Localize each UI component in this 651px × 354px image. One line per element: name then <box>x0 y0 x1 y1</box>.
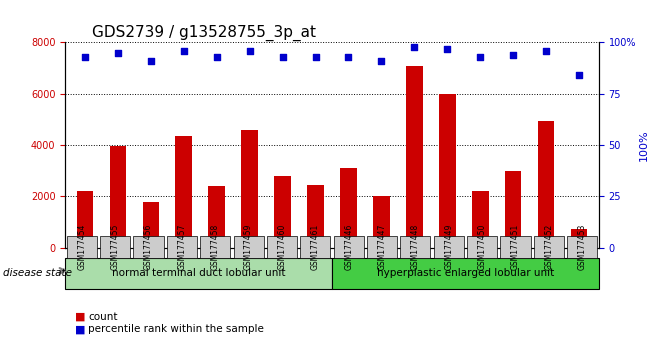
Point <box>277 54 288 60</box>
Bar <box>340 168 357 248</box>
FancyBboxPatch shape <box>300 236 330 258</box>
Text: GDS2739 / g13528755_3p_at: GDS2739 / g13528755_3p_at <box>92 25 316 41</box>
FancyBboxPatch shape <box>367 236 397 258</box>
Text: GSM177450: GSM177450 <box>478 224 487 270</box>
Point <box>409 44 420 50</box>
Bar <box>143 202 159 248</box>
Point <box>146 58 156 64</box>
Point <box>574 73 585 78</box>
Bar <box>77 191 93 248</box>
Point <box>541 48 551 53</box>
Text: GSM177456: GSM177456 <box>144 224 153 270</box>
Text: GSM177453: GSM177453 <box>577 224 587 270</box>
Point <box>442 46 452 51</box>
Bar <box>109 147 126 248</box>
FancyBboxPatch shape <box>267 236 297 258</box>
Y-axis label: 100%: 100% <box>639 129 649 161</box>
Text: ■: ■ <box>75 324 85 334</box>
Text: GSM177459: GSM177459 <box>244 224 253 270</box>
Point <box>475 54 486 60</box>
Bar <box>472 191 488 248</box>
FancyBboxPatch shape <box>234 236 264 258</box>
FancyBboxPatch shape <box>133 236 163 258</box>
FancyBboxPatch shape <box>400 236 430 258</box>
FancyBboxPatch shape <box>334 236 364 258</box>
FancyBboxPatch shape <box>467 236 497 258</box>
FancyBboxPatch shape <box>567 236 597 258</box>
Bar <box>373 196 390 248</box>
Bar <box>176 136 192 248</box>
Bar <box>274 176 291 248</box>
FancyBboxPatch shape <box>65 258 332 289</box>
Point <box>212 54 222 60</box>
Text: hyperplastic enlarged lobular unit: hyperplastic enlarged lobular unit <box>377 268 554 279</box>
Bar <box>538 121 555 248</box>
Point <box>178 48 189 53</box>
Text: GSM177461: GSM177461 <box>311 224 320 270</box>
Text: ■: ■ <box>75 312 85 322</box>
Text: normal terminal duct lobular unit: normal terminal duct lobular unit <box>112 268 285 279</box>
FancyBboxPatch shape <box>100 236 130 258</box>
FancyBboxPatch shape <box>534 236 564 258</box>
Text: GSM177446: GSM177446 <box>344 224 353 270</box>
Text: GSM177449: GSM177449 <box>444 224 453 270</box>
Bar <box>406 65 422 248</box>
Text: GSM177447: GSM177447 <box>378 224 387 270</box>
Text: count: count <box>88 312 117 322</box>
FancyBboxPatch shape <box>434 236 464 258</box>
Text: GSM177455: GSM177455 <box>111 224 120 270</box>
Point <box>244 48 255 53</box>
Bar <box>571 229 587 248</box>
Bar <box>505 171 521 248</box>
Text: GSM177452: GSM177452 <box>544 224 553 270</box>
Text: GSM177451: GSM177451 <box>511 224 520 270</box>
FancyBboxPatch shape <box>201 236 230 258</box>
Text: GSM177457: GSM177457 <box>177 224 186 270</box>
Bar <box>439 94 456 248</box>
FancyBboxPatch shape <box>167 236 197 258</box>
Text: GSM177458: GSM177458 <box>211 224 220 270</box>
Bar <box>307 185 324 248</box>
FancyBboxPatch shape <box>501 236 531 258</box>
Text: percentile rank within the sample: percentile rank within the sample <box>88 324 264 334</box>
FancyBboxPatch shape <box>67 236 97 258</box>
Bar <box>242 130 258 248</box>
Point <box>508 52 518 58</box>
Point <box>343 54 353 60</box>
Point <box>311 54 321 60</box>
Point <box>113 50 123 56</box>
Text: GSM177454: GSM177454 <box>77 224 87 270</box>
Point <box>79 54 90 60</box>
Text: GSM177448: GSM177448 <box>411 224 420 270</box>
Bar <box>208 186 225 248</box>
Text: disease state: disease state <box>3 268 72 278</box>
FancyBboxPatch shape <box>332 258 599 289</box>
Text: GSM177460: GSM177460 <box>277 224 286 270</box>
Point <box>376 58 387 64</box>
